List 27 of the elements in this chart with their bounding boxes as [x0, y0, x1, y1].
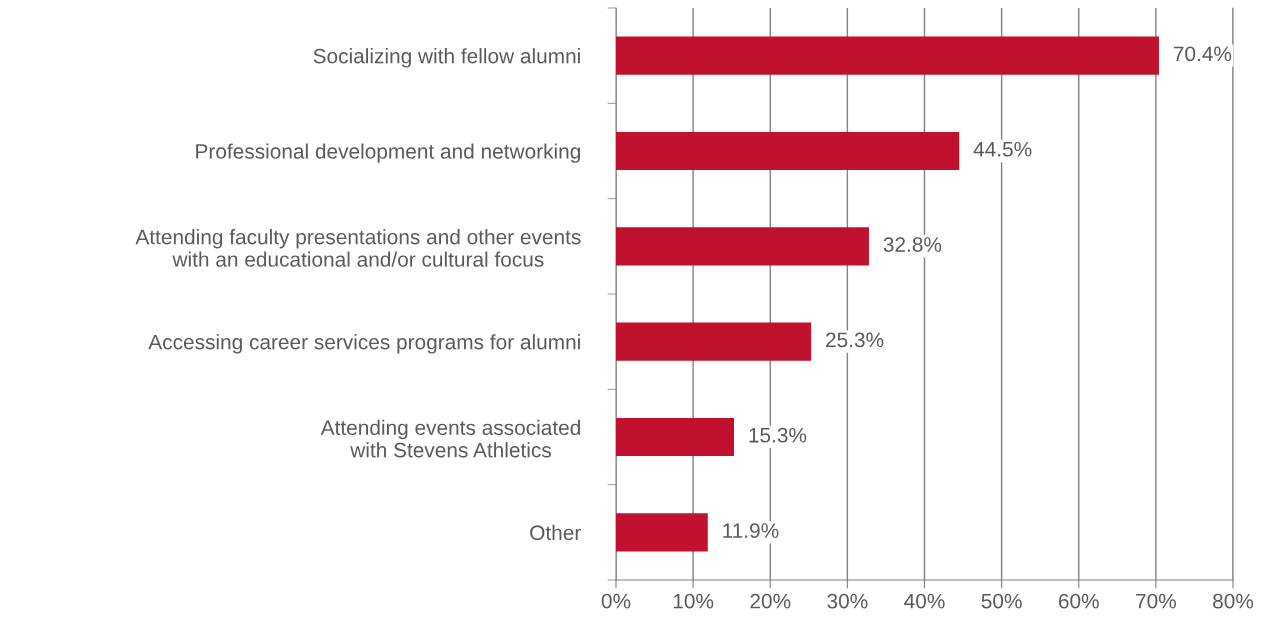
data-label: 25.3% [826, 332, 884, 348]
y-tick-label: Attending events associated with Stevens Athletics [320, 419, 580, 458]
x-tick-label: 40% [904, 593, 945, 609]
data-label: 11.9% [723, 523, 779, 538]
data-label: 70.4% [1173, 46, 1232, 62]
x-tick-label: 30% [827, 593, 868, 609]
y-tick-label: Accessing career services programs for alumni [148, 334, 580, 354]
bar [616, 131, 960, 171]
y-tick-label: Attending faculty presentations and other events with an educational and/or cultural focus [135, 229, 581, 267]
bar [616, 36, 1159, 75]
data-label: 15.3% [749, 427, 807, 443]
y-tick-label: Professional development and networking [196, 143, 580, 163]
data-label: 44.5% [973, 141, 1032, 157]
bar [616, 227, 869, 266]
bar [616, 322, 812, 361]
bar [616, 513, 708, 552]
data-label: 32.8% [883, 237, 942, 252]
x-tick-label: 0% [601, 593, 631, 609]
y-tick-label: Socializing with fellow alumni [313, 48, 580, 68]
y-tick-label: Other [530, 524, 581, 541]
x-tick-label: 80% [1213, 593, 1254, 609]
x-tick-label: 60% [1058, 593, 1099, 609]
bar [616, 417, 734, 457]
x-tick-label: 50% [981, 593, 1022, 609]
x-tick-label: 20% [750, 593, 791, 609]
x-tick-label: 70% [1136, 593, 1176, 609]
x-tick-label: 10% [673, 593, 714, 609]
